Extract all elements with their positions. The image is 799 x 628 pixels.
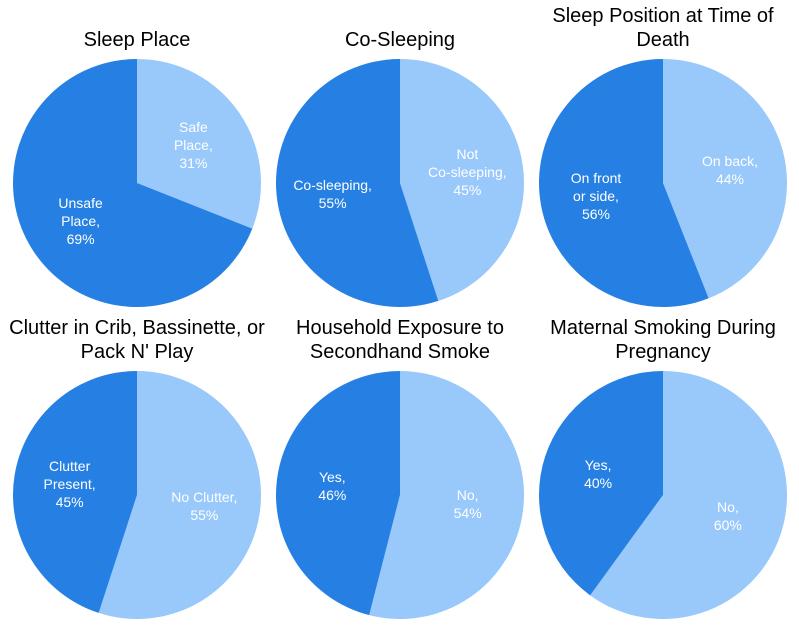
slice-label: On back, 44% [670, 152, 790, 188]
pie-slice [98, 371, 261, 619]
pie-slice [12, 59, 253, 307]
category-label: Not Co-sleeping, [428, 146, 507, 181]
category-label: On front or side, [570, 169, 622, 204]
pie-slice [369, 371, 525, 620]
value-label: 46% [318, 487, 347, 504]
slice-label: Clutter Present, 45% [10, 457, 130, 511]
category-label: Yes, [318, 469, 346, 486]
pie-slice [12, 371, 138, 613]
pie-slice [590, 371, 787, 619]
slice-label: Safe Place, 31% [133, 118, 253, 172]
pie-slice [539, 371, 663, 596]
value-label: 40% [584, 474, 613, 491]
category-label: Yes, [584, 456, 612, 473]
category-label: No, [716, 499, 739, 516]
slice-label: Yes, 40% [538, 456, 658, 492]
pie-slice [137, 59, 261, 229]
pie-slice [275, 59, 439, 307]
slice-label: Co-sleeping, 55% [273, 176, 393, 212]
slice-label: Yes, 46% [272, 468, 392, 504]
slice-label: No, 60% [668, 498, 788, 534]
category-label: No Clutter, [171, 488, 238, 505]
category-label: Safe Place, [173, 118, 213, 153]
value-label: 69% [66, 231, 95, 248]
chart-title: Maternal Smoking During Pregnancy [550, 317, 776, 363]
value-label: 55% [318, 194, 347, 211]
value-label: 45% [453, 182, 482, 199]
pie-slice [276, 370, 400, 616]
value-label: 45% [55, 494, 84, 511]
category-label: Clutter Present, [43, 458, 96, 493]
category-label: Unsafe Place, [58, 195, 103, 230]
slice-label: On front or side, 56% [536, 169, 656, 223]
chart-title: Sleep Position at Time of Death [552, 5, 774, 51]
chart-title: Co-Sleeping [344, 29, 456, 51]
slice-label: No, 54% [408, 486, 528, 522]
chart-title: Household Exposure to Secondhand Smoke [296, 317, 504, 363]
pie-slice [400, 59, 524, 301]
slice-label: Not Co-sleeping, 45% [407, 145, 527, 199]
category-label: Co-sleeping, [293, 176, 372, 193]
pie-slice [663, 59, 787, 299]
category-label: On back, [701, 153, 758, 170]
pie-slice [538, 59, 709, 308]
chart-title: Clutter in Crib, Bassinette, or Pack N' … [9, 317, 265, 363]
value-label: 55% [190, 506, 219, 523]
value-label: 54% [453, 504, 482, 521]
value-label: 56% [581, 205, 611, 222]
value-label: 44% [715, 171, 744, 188]
value-label: 31% [179, 154, 208, 171]
slice-label: Unsafe Place, 69% [21, 194, 141, 248]
category-label: No, [456, 486, 479, 503]
value-label: 60% [713, 517, 742, 534]
slice-label: No Clutter, 55% [144, 488, 264, 524]
chart-title: Sleep Place [83, 29, 191, 51]
